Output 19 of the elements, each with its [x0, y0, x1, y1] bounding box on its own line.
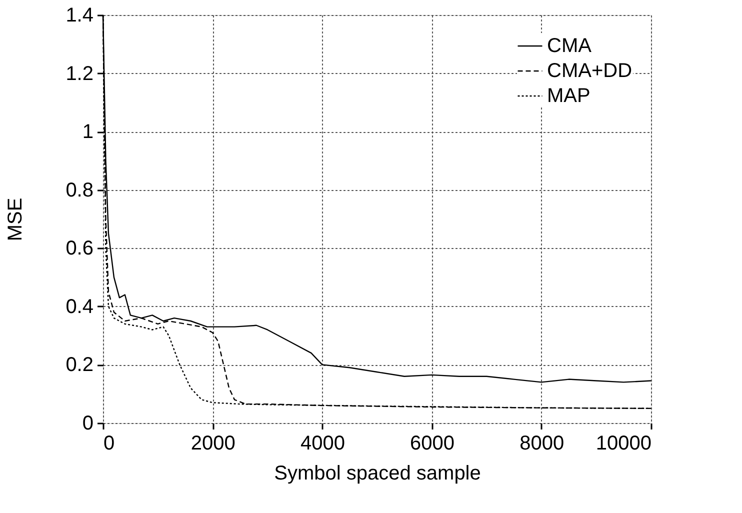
y-tick-label: 0.6 [66, 238, 94, 260]
y-axis-title: MSE [4, 198, 27, 242]
y-tick-label: 0.8 [66, 179, 94, 202]
legend-label: CMA+DD [547, 60, 632, 82]
y-tick-label: 0 [82, 412, 94, 434]
x-tick-label: 8000 [520, 432, 564, 454]
y-tick-label: 0.2 [66, 354, 94, 376]
legend-label: CMA [547, 35, 592, 57]
x-tick-label: 4000 [300, 432, 345, 454]
x-axis-title: Symbol spaced sample [274, 462, 481, 484]
y-tick-label: 1.2 [66, 62, 94, 85]
y-tick-label: 0.4 [66, 296, 94, 318]
y-tick-label: 1.4 [66, 4, 94, 26]
x-tick-label: 10000 [596, 432, 652, 454]
x-tick-label: 2000 [190, 432, 236, 454]
x-tick-label: 0 [104, 432, 115, 454]
legend-label: MAP [547, 85, 590, 107]
x-tick-label: 6000 [410, 432, 455, 454]
y-tick-label: 1 [82, 121, 94, 144]
